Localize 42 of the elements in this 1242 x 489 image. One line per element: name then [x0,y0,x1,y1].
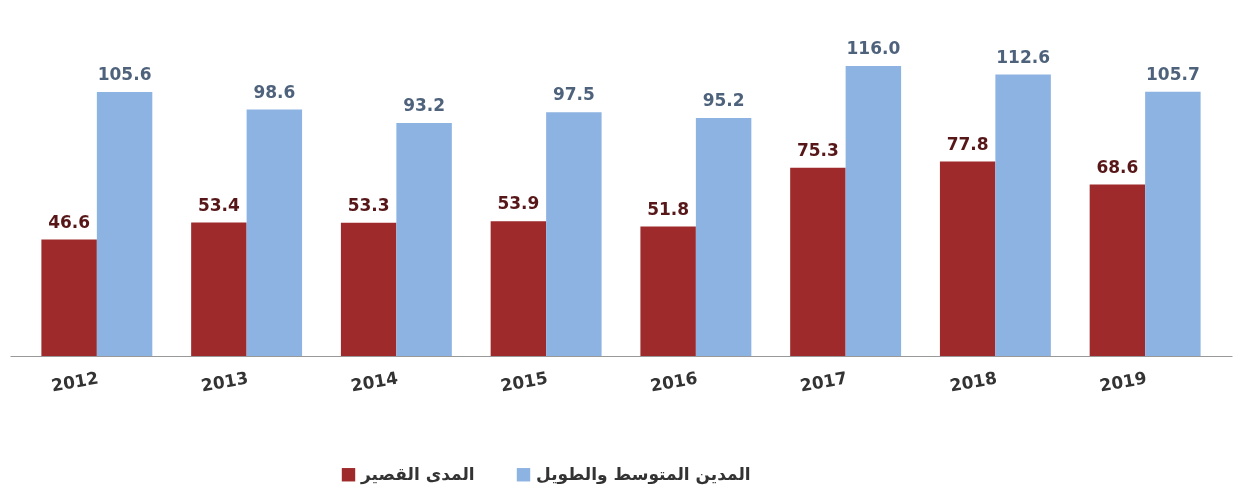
data-label: 53.9 [497,193,540,214]
data-label: 53.3 [347,194,390,215]
bar [396,123,452,356]
data-label: 46.6 [48,211,91,232]
x-tick-label: 2014 [349,367,400,396]
x-tick-label: 2019 [1098,367,1149,396]
data-label: 75.3 [796,139,839,160]
x-tick-label: 2015 [498,367,550,396]
data-label: 93.2 [403,95,446,115]
data-label: 68.6 [1096,156,1139,177]
data-label: 51.8 [647,198,690,219]
bar [96,92,153,356]
x-tick-label: 2012 [49,367,100,396]
legend-label: المدى القصير [360,463,475,485]
data-label: 95.2 [702,90,745,110]
x-tick-label: 2018 [948,367,999,396]
bar [41,239,97,356]
data-label: 77.8 [946,133,989,154]
bar [246,109,303,356]
data-label: 97.5 [552,84,595,105]
bar [640,226,696,356]
data-label: 53.4 [197,194,241,215]
bar [490,221,547,356]
data-label: 98.6 [253,81,296,102]
data-label: 105.6 [97,64,152,84]
bar [845,66,902,356]
bar [340,222,397,356]
x-tick-label: 2016 [648,367,699,396]
bar [546,112,602,356]
x-tick-label: 2013 [199,367,250,396]
legend-label: المدين المتوسط والطويل [536,463,751,485]
bar [995,74,1051,356]
bar [191,222,247,356]
bar [790,167,846,356]
bar [1145,91,1201,356]
bar [1089,184,1146,356]
x-tick-label: 2017 [798,367,849,396]
bar [939,161,996,356]
data-label: 105.7 [1145,63,1200,84]
bar [695,118,752,356]
data-label: 116.0 [846,38,901,58]
data-label: 112.6 [996,46,1051,67]
